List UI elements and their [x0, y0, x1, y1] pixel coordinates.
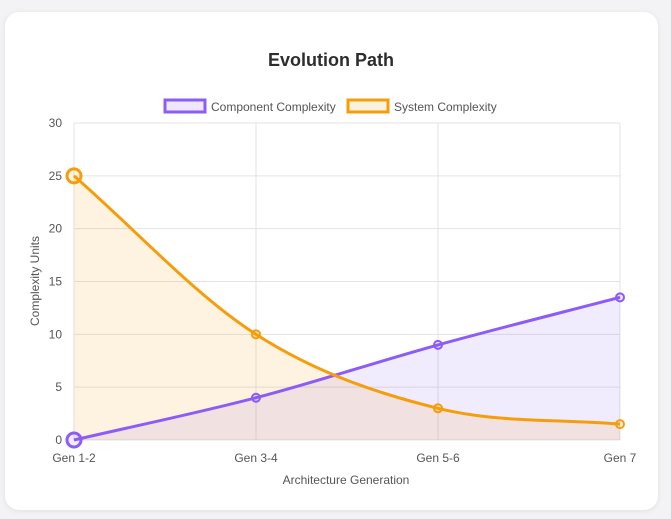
y-tick-label: 20	[49, 222, 63, 236]
series-points	[65, 167, 625, 449]
chart-card	[5, 12, 658, 510]
y-axis-label: Complexity Units	[28, 236, 42, 326]
x-tick-label: Gen 5-6	[416, 451, 460, 465]
y-tick-label: 10	[49, 327, 63, 341]
y-tick-label: 0	[55, 433, 62, 447]
x-tick-labels: Gen 1-2 Gen 3-4 Gen 5-6 Gen 7	[52, 451, 636, 465]
data-point-component[interactable]	[251, 392, 261, 403]
series-lines	[73, 174, 621, 442]
data-point-component[interactable]	[433, 339, 443, 350]
y-tick-label: 25	[49, 169, 63, 183]
line-system	[73, 174, 621, 426]
x-tick-label: Gen 7	[604, 451, 637, 465]
line-component	[73, 295, 621, 442]
legend-label-system[interactable]: System Complexity	[394, 100, 497, 114]
x-tick-label: Gen 1-2	[52, 451, 96, 465]
legend-swatch-component[interactable]	[163, 98, 207, 114]
x-axis-label: Architecture Generation	[283, 473, 410, 487]
legend-swatch-system[interactable]	[346, 98, 390, 114]
series-fills	[74, 175, 620, 441]
data-point-component[interactable]	[65, 431, 83, 449]
x-tick-label: Gen 3-4	[234, 451, 278, 465]
data-point-system[interactable]	[65, 167, 83, 185]
data-point-component[interactable]	[615, 292, 625, 303]
area-fill-system	[74, 175, 620, 441]
y-tick-label: 5	[55, 380, 62, 394]
chart-title: Evolution Path	[268, 50, 394, 70]
y-tick-label: 30	[49, 116, 63, 130]
y-tick-label: 15	[49, 275, 63, 289]
legend: Component Complexity System Complexity	[163, 98, 497, 114]
data-point-system[interactable]	[251, 329, 261, 340]
data-point-system[interactable]	[433, 403, 443, 414]
y-tick-labels: 0 5 10 15 20 25 30	[49, 116, 63, 447]
data-point-system[interactable]	[615, 419, 625, 430]
legend-label-component[interactable]: Component Complexity	[211, 100, 336, 114]
